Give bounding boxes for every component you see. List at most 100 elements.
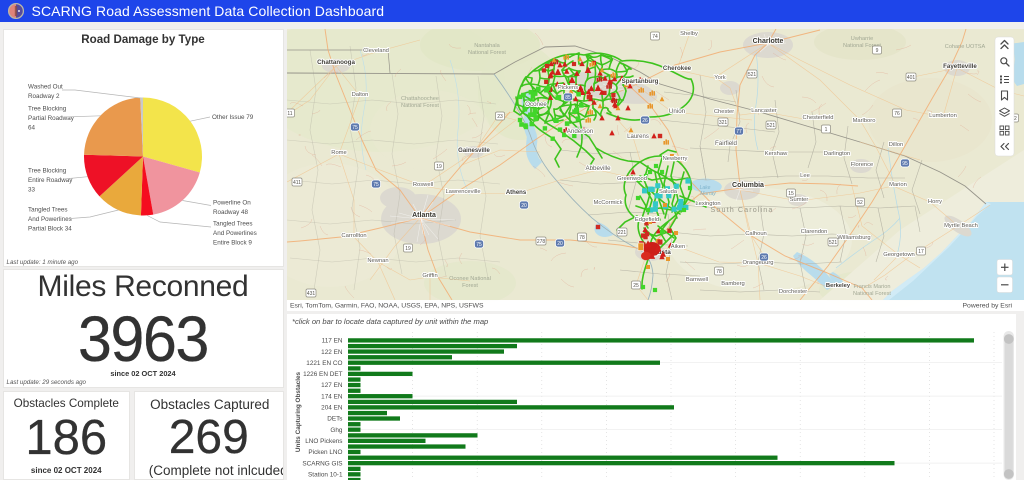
svg-text:Dalton: Dalton [352, 92, 369, 98]
svg-text:Lake: Lake [700, 185, 711, 191]
svg-text:Chesterfield: Chesterfield [803, 115, 834, 121]
svg-text:127 EN: 127 EN [321, 382, 343, 389]
svg-text:Orangeburg: Orangeburg [743, 260, 774, 266]
svg-text:Horry: Horry [928, 199, 942, 205]
svg-text:Lexington: Lexington [695, 201, 720, 207]
svg-text:Ghg: Ghg [330, 427, 343, 434]
svg-text:Barnwell: Barnwell [686, 277, 708, 283]
svg-text:Roadway 48: Roadway 48 [213, 209, 249, 216]
svg-text:78: 78 [716, 269, 722, 275]
svg-text:Partial Block 34: Partial Block 34 [28, 226, 72, 233]
svg-text:Rome: Rome [331, 150, 346, 156]
svg-text:Chattahoochee: Chattahoochee [401, 96, 439, 102]
svg-text:Shelby: Shelby [680, 31, 698, 37]
svg-text:Entire Block 9: Entire Block 9 [213, 240, 252, 247]
svg-text:26: 26 [761, 255, 767, 261]
svg-text:1221 EN CO: 1221 EN CO [306, 360, 342, 367]
svg-text:278: 278 [537, 239, 546, 245]
svg-text:Abbeville: Abbeville [585, 165, 611, 172]
svg-text:Murray: Murray [700, 191, 716, 197]
svg-text:20: 20 [521, 203, 527, 209]
svg-text:Pickens: Pickens [558, 85, 578, 91]
svg-text:521: 521 [829, 240, 838, 246]
svg-text:Marlboro: Marlboro [853, 118, 876, 124]
svg-text:Columbia: Columbia [732, 182, 764, 189]
svg-text:Other Issue 79: Other Issue 79 [212, 114, 254, 121]
svg-text:Units Capturing Obstacles: Units Capturing Obstacles [295, 371, 302, 452]
svg-text:Sumter: Sumter [790, 197, 809, 203]
svg-text:9: 9 [876, 48, 879, 54]
svg-text:64: 64 [28, 125, 36, 132]
svg-text:Powerline On: Powerline On [213, 200, 251, 207]
svg-text:26: 26 [642, 118, 648, 124]
svg-text:75: 75 [352, 125, 358, 131]
svg-text:*click on bar to locate data c: *click on bar to locate data captured by… [292, 317, 488, 326]
svg-text:Union: Union [669, 108, 686, 115]
svg-text:McCormick: McCormick [594, 200, 623, 206]
svg-text:National Forest: National Forest [401, 103, 439, 109]
svg-text:117 EN: 117 EN [322, 338, 343, 345]
svg-text:431: 431 [307, 291, 316, 297]
svg-text:204 EN: 204 EN [321, 405, 343, 412]
svg-text:Gainesville: Gainesville [458, 148, 490, 154]
svg-text:23: 23 [497, 114, 503, 120]
svg-text:Cherokee: Cherokee [663, 65, 692, 72]
svg-text:Lumberton: Lumberton [929, 113, 957, 119]
svg-text:19: 19 [436, 164, 442, 170]
svg-text:95: 95 [902, 161, 908, 167]
svg-text:1: 1 [825, 127, 828, 133]
svg-text:Road Damage by Type: Road Damage by Type [81, 33, 205, 46]
svg-text:National Forest: National Forest [853, 291, 891, 297]
svg-text:Marion: Marion [889, 182, 907, 188]
svg-text:Station 10-1: Station 10-1 [308, 472, 343, 479]
svg-text:Newberry: Newberry [663, 156, 688, 162]
svg-text:National Forest: National Forest [468, 50, 506, 56]
svg-text:Uwharrie: Uwharrie [851, 36, 873, 42]
svg-text:Chattanooga: Chattanooga [317, 59, 355, 66]
svg-text:Athens: Athens [506, 190, 527, 196]
svg-text:52: 52 [857, 200, 863, 206]
svg-text:Last update: 1 minute ago: Last update: 1 minute ago [7, 259, 79, 266]
svg-text:Tangled Trees: Tangled Trees [28, 207, 68, 214]
svg-text:South Carolina: South Carolina [711, 205, 774, 214]
svg-text:20: 20 [557, 241, 563, 247]
svg-text:Cleveland: Cleveland [363, 48, 389, 54]
svg-text:122 EN: 122 EN [321, 349, 343, 356]
svg-text:17: 17 [918, 249, 924, 255]
svg-text:SCARNG GIS: SCARNG GIS [302, 460, 342, 467]
svg-text:Fairfield: Fairfield [715, 140, 738, 147]
svg-text:Coharie UOTSA: Coharie UOTSA [945, 44, 986, 50]
svg-text:Tree Blocking: Tree Blocking [28, 106, 67, 113]
svg-text:Greenwood: Greenwood [617, 176, 647, 182]
svg-text:Griffin: Griffin [422, 273, 437, 279]
svg-text:25: 25 [633, 283, 639, 289]
svg-text:33: 33 [28, 187, 36, 194]
svg-text:Newnan: Newnan [367, 258, 388, 264]
svg-text:Powered by Esri: Powered by Esri [963, 303, 1013, 310]
svg-text:Saluda: Saluda [659, 189, 678, 195]
svg-text:Bamberg: Bamberg [721, 281, 745, 287]
svg-text:19: 19 [405, 246, 411, 252]
svg-text:Aiken: Aiken [671, 244, 686, 250]
svg-text:Francis Marion: Francis Marion [854, 284, 891, 290]
svg-text:Calhoun: Calhoun [745, 231, 767, 237]
svg-text:411: 411 [293, 180, 301, 186]
svg-text:Anderson: Anderson [567, 128, 594, 135]
svg-text:77: 77 [736, 129, 742, 135]
svg-text:National Forest: National Forest [843, 43, 881, 49]
svg-text:85: 85 [565, 95, 571, 101]
svg-text:1226 EN DET: 1226 EN DET [303, 371, 343, 378]
svg-text:Entire Roadway: Entire Roadway [28, 177, 73, 184]
svg-text:321: 321 [719, 120, 728, 126]
svg-text:Nantahala: Nantahala [474, 43, 500, 49]
svg-text:174 EN: 174 EN [321, 393, 343, 400]
svg-text:Washed Out: Washed Out [28, 84, 63, 91]
svg-text:Laurens: Laurens [627, 134, 649, 140]
svg-text:And Powerlines: And Powerlines [213, 230, 257, 237]
svg-text:78: 78 [579, 235, 585, 241]
svg-text:Williamsburg: Williamsburg [837, 235, 870, 241]
svg-text:Spartanburg: Spartanburg [622, 78, 659, 85]
svg-text:Tangled Trees: Tangled Trees [213, 221, 253, 228]
svg-text:Oconee: Oconee [525, 101, 547, 108]
svg-text:Picken LNO: Picken LNO [308, 449, 342, 456]
